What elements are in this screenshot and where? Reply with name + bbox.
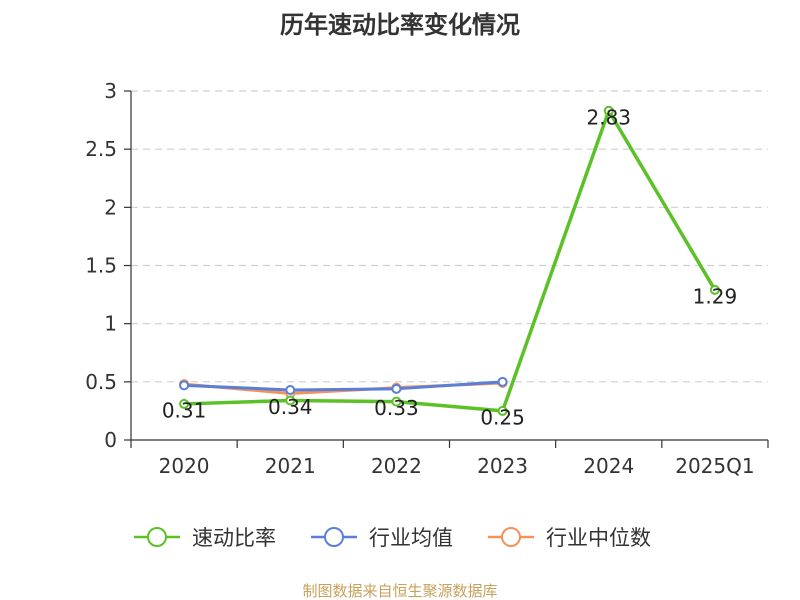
- legend-label: 速动比率: [192, 526, 276, 550]
- data-point[interactable]: [179, 380, 190, 391]
- series-1: [179, 376, 508, 395]
- y-tick-label: 1.5: [85, 254, 117, 278]
- y-tick-label: 1: [104, 312, 117, 336]
- data-point[interactable]: [285, 395, 296, 406]
- data-label: 0.31: [162, 398, 207, 422]
- data-point[interactable]: [285, 384, 296, 395]
- data-label: 1.29: [693, 284, 738, 308]
- y-tick-label: 2.5: [85, 137, 117, 161]
- x-tick-label: 2023: [477, 454, 528, 478]
- x-tick-label: 2022: [371, 454, 422, 478]
- series-0: [179, 105, 720, 416]
- legend-item[interactable]: 行业中位数: [488, 526, 651, 550]
- y-tick-label: 2: [104, 195, 117, 219]
- data-point[interactable]: [391, 383, 402, 394]
- x-tick-label: 2025Q1: [675, 454, 754, 478]
- legend-marker: [501, 527, 521, 547]
- axes: 0 0.5 1 1.5 2 2.5 3 2020 2021 2022 2023 2024 2025Q1: [85, 79, 769, 478]
- series-layer: [179, 105, 720, 416]
- data-label: 2.83: [586, 105, 631, 129]
- data-point[interactable]: [709, 284, 720, 295]
- y-tick-label: 0: [104, 428, 117, 452]
- legend[interactable]: 速动比率 行业均值 行业中位数: [134, 526, 651, 550]
- legend-label: 行业均值: [369, 526, 453, 550]
- grid: [131, 90, 768, 383]
- data-point[interactable]: [497, 376, 508, 387]
- x-tick-label: 2024: [583, 454, 634, 478]
- legend-marker: [324, 527, 344, 547]
- data-point[interactable]: [603, 105, 614, 116]
- data-label: 0.25: [480, 405, 525, 429]
- data-label: 0.33: [374, 396, 419, 420]
- x-tick-label: 2021: [265, 454, 316, 478]
- y-tick-label: 3: [104, 79, 117, 103]
- data-point[interactable]: [497, 405, 508, 416]
- x-tick-label: 2020: [159, 454, 210, 478]
- legend-label: 行业中位数: [546, 526, 651, 550]
- legend-item[interactable]: 速动比率: [134, 526, 276, 550]
- data-label: 0.34: [268, 395, 313, 419]
- legend-item[interactable]: 行业均值: [311, 526, 453, 550]
- y-tick-label: 0.5: [85, 370, 117, 394]
- legend-marker: [147, 527, 167, 547]
- series-line: [184, 109, 717, 413]
- series-line: [184, 380, 503, 392]
- data-point[interactable]: [391, 396, 402, 407]
- chart-title: 历年速动比率变化情况: [280, 11, 520, 39]
- source-note: 制图数据来自恒生聚源数据库: [302, 582, 497, 600]
- data-labels: 0.31 0.34 0.33 0.25 2.83 1.29: [162, 105, 737, 429]
- data-point[interactable]: [179, 398, 190, 409]
